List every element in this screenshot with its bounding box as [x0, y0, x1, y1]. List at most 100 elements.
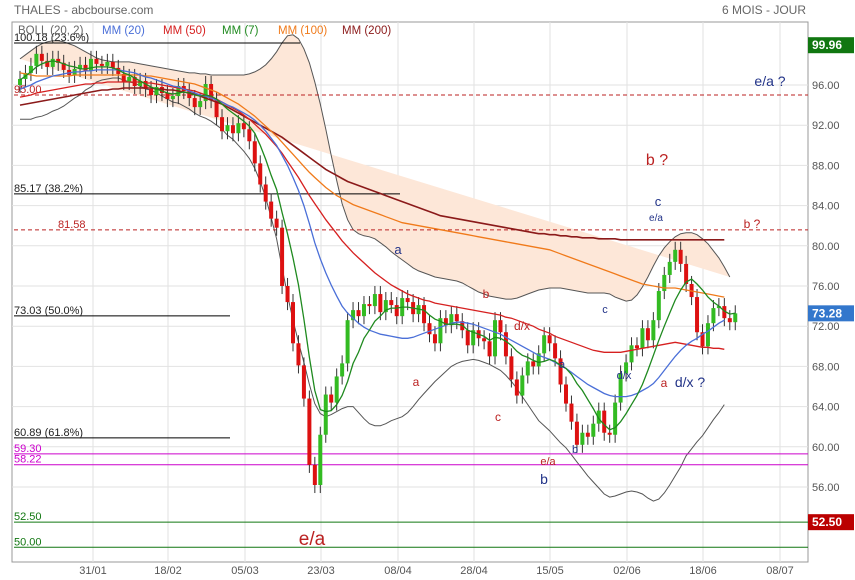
mm7-line [19, 60, 736, 431]
candle-body [394, 305, 399, 317]
level-label: 58.22 [14, 454, 42, 466]
x-axis: 31/01 18/02 05/03 23/03 08/04 28/04 15/05 02/06… [79, 565, 794, 577]
level-label: 60.89 (61.8%) [14, 427, 83, 439]
candle-body [378, 294, 383, 313]
candle-body [356, 310, 361, 317]
x-tick-label: 28/04 [460, 565, 488, 577]
candle-body [367, 304, 372, 307]
candle-body [645, 328, 650, 341]
candle-body [280, 227, 285, 286]
candle-body [252, 141, 257, 164]
candle-body [258, 163, 263, 185]
candle-body [596, 410, 601, 424]
candle-body [432, 334, 437, 344]
mm50-line [19, 81, 725, 353]
candle-body [45, 60, 50, 67]
candle-body [318, 434, 323, 485]
candle-body [361, 304, 366, 317]
candle-body [553, 343, 558, 359]
candle-body [198, 101, 203, 108]
candle-body [405, 298, 410, 303]
candle-body [471, 330, 476, 346]
y-tick-label: 76.00 [812, 281, 840, 293]
y-tick-label: 96.00 [812, 80, 840, 92]
candle-body [580, 432, 585, 445]
price-badge-label: 52.50 [812, 515, 842, 529]
candle-body [61, 62, 66, 70]
wave-label: c [495, 410, 501, 424]
wave-label: c [602, 304, 608, 316]
level-label: 81.58 [58, 219, 86, 231]
candle-body [225, 125, 230, 132]
wave-label: a [559, 359, 566, 371]
y-tick-label: 92.00 [812, 120, 840, 132]
moving-averages [19, 60, 736, 431]
y-tick-label: 84.00 [812, 201, 840, 213]
price-badges: 99.96 73.28 52.50 [808, 37, 854, 531]
candle-body [542, 335, 547, 354]
candle-body [656, 291, 661, 321]
candle-body [493, 320, 498, 357]
legend-item: BOLL (20, 2) [18, 25, 84, 37]
candle-body [722, 306, 727, 319]
y-axis: 96.00 92.00 88.00 84.00 80.00 76.00 72.00 68.00… [812, 80, 840, 494]
y-tick-label: 72.00 [812, 321, 840, 333]
wave-label: e/a [649, 213, 663, 224]
candle-body [602, 410, 607, 433]
wave-label: b ? [744, 217, 761, 231]
candle-body [558, 358, 563, 385]
candle-body [291, 302, 295, 344]
wave-annotations: e/a ? b ? b ? c e/a a b d/x c a d/x a d/x ? a c e/a b b e/… [299, 73, 786, 550]
candle-body [607, 432, 612, 435]
candle-body [274, 218, 279, 228]
x-tick-label: 02/06 [613, 565, 641, 577]
chart-period: 6 MOIS - JOUR [722, 3, 806, 17]
candle-body [733, 313, 738, 323]
candle-body [138, 80, 143, 87]
candle-body [99, 63, 104, 66]
candle-body [203, 83, 208, 102]
candle-body [727, 318, 732, 323]
candle-body [700, 332, 705, 347]
wave-label: e/a ? [754, 73, 785, 89]
candle-body [269, 201, 274, 219]
candle-body [520, 375, 525, 396]
price-badge-low [808, 514, 854, 531]
candle-body [34, 53, 39, 66]
level-label: 50.00 [14, 536, 42, 548]
candle-body [503, 332, 508, 357]
candle-body [351, 310, 356, 321]
candle-body [667, 261, 672, 275]
mm100-line [19, 72, 725, 298]
candle-body [454, 314, 459, 322]
candle-body [564, 384, 568, 404]
candle-body [487, 341, 492, 357]
candle-body [618, 373, 623, 403]
x-tick-label: 18/06 [689, 565, 717, 577]
candle-body [569, 403, 574, 422]
candle-body [285, 286, 290, 303]
y-tick-label: 64.00 [812, 402, 840, 414]
wave-label: b [572, 444, 578, 456]
candle-body [296, 343, 301, 366]
price-badge-label: 99.96 [812, 38, 842, 52]
candle-body [443, 318, 448, 326]
wave-label: d/x [514, 319, 530, 333]
level-label: 73.03 (50.0%) [14, 305, 83, 317]
candle-body [334, 376, 339, 403]
candle-body [711, 308, 716, 324]
candle-body [531, 361, 536, 367]
wave-label: b ? [646, 152, 668, 169]
candle-body [716, 306, 721, 309]
candle-body [323, 394, 328, 435]
y-tick-label: 56.00 [812, 482, 840, 494]
legend-item: MM (200) [342, 25, 391, 37]
candle-body [695, 297, 700, 333]
candle-body [662, 274, 667, 292]
candle-body [705, 323, 710, 347]
grid [12, 22, 808, 562]
candle-body [154, 87, 159, 96]
candle-body [230, 125, 235, 134]
candle-body [449, 314, 454, 326]
x-tick-label: 15/05 [536, 565, 564, 577]
